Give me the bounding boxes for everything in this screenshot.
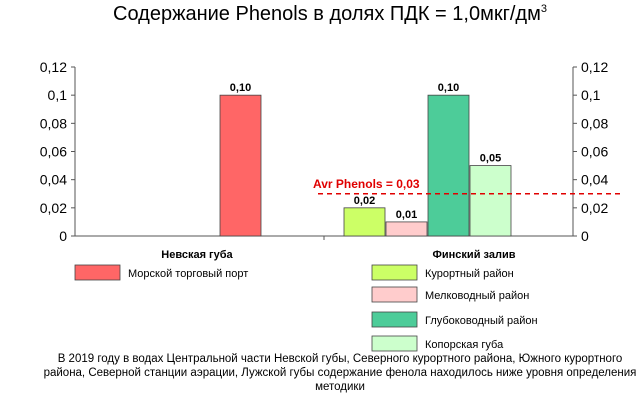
- group-label: Финский залив: [433, 249, 516, 261]
- bar-value-label: 0,10: [438, 82, 459, 94]
- legend-label: Курортный район: [425, 268, 514, 280]
- avg-reference-label: Avr Phenols = 0,03: [313, 177, 420, 191]
- legend: Невская губа Финский залив Морской торговы…: [74, 249, 538, 352]
- y-tick-label-right: 0,06: [581, 144, 608, 160]
- y-tick-label-right: 0,08: [581, 115, 608, 131]
- footnote: В 2019 году в водах Центральной части Не…: [43, 353, 637, 393]
- chart-title: Содержание Phenols в долях ПДК = 1,0мкг/…: [113, 3, 547, 25]
- y-tick-label-left: 0,06: [40, 144, 67, 160]
- y-tick-label-right: 0,12: [581, 59, 608, 75]
- y-tick-label-right: 0,04: [581, 172, 608, 188]
- y-tick-label-left: 0,1: [48, 87, 68, 103]
- bar-value-label: 0,02: [354, 195, 375, 207]
- bar-value-label: 0,01: [396, 209, 417, 221]
- legend-swatch: [371, 264, 418, 281]
- y-tick-label-right: 0,02: [581, 200, 608, 216]
- legend-swatch: [74, 264, 121, 281]
- legend-swatch: [371, 335, 418, 352]
- legend-label: Копорская губа: [425, 339, 504, 351]
- y-tick-label-right: 0: [581, 228, 589, 244]
- group-label: Невская губа: [161, 249, 233, 261]
- y-tick-label-left: 0,04: [40, 172, 67, 188]
- bar: [219, 94, 262, 237]
- plot-area: 0 0 0,02 0,02 0,04 0,04 0,06 0,06 0,08 0,08 0,1 0,1…: [40, 59, 620, 244]
- legend-label: Глубоководный район: [425, 315, 538, 327]
- y-tick-label-left: 0: [59, 228, 67, 244]
- bar: [469, 165, 512, 237]
- legend-swatch: [371, 286, 418, 303]
- bar-value-label: 0,10: [230, 82, 251, 94]
- bar: [427, 94, 470, 237]
- legend-label: Мелководный район: [425, 290, 529, 302]
- legend-label: Морской торговый порт: [128, 268, 248, 280]
- y-tick-label-right: 0,1: [581, 87, 601, 103]
- bar: [385, 221, 428, 237]
- y-tick-label-left: 0,08: [40, 115, 67, 131]
- bar-value-label: 0,05: [480, 153, 501, 165]
- y-tick-label-left: 0,02: [40, 200, 67, 216]
- legend-swatch: [371, 311, 418, 328]
- bar: [343, 207, 386, 237]
- y-tick-label-left: 0,12: [40, 59, 67, 75]
